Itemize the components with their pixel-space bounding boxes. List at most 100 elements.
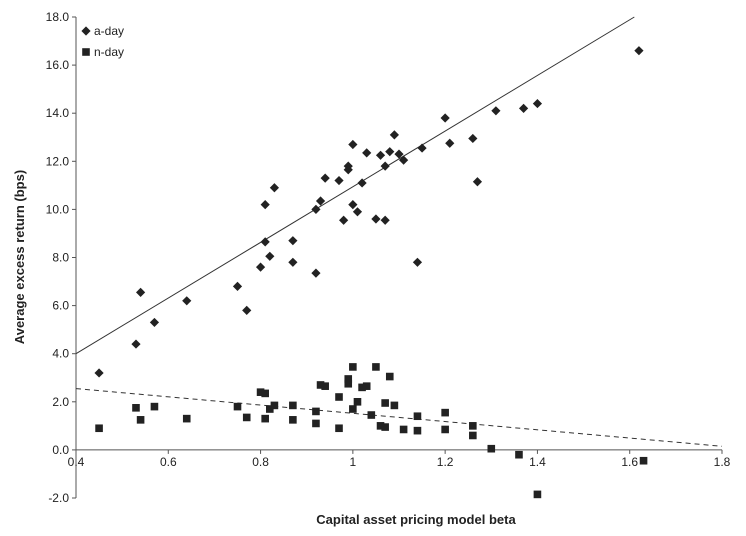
y-tick-label: 2.0 bbox=[52, 395, 69, 409]
point-a-day bbox=[412, 257, 423, 267]
point-a-day bbox=[348, 199, 358, 210]
point-n-day bbox=[266, 405, 274, 413]
legend-marker-n-day bbox=[82, 48, 90, 56]
x-tick-label: 0.6 bbox=[160, 455, 177, 469]
point-a-day bbox=[472, 177, 483, 187]
point-n-day bbox=[321, 382, 329, 390]
point-n-day bbox=[316, 381, 325, 389]
x-tick-label: 1.2 bbox=[437, 455, 454, 469]
point-n-day bbox=[413, 412, 422, 421]
legend: a-day n-day bbox=[81, 24, 124, 59]
point-n-day bbox=[399, 425, 408, 434]
point-n-day bbox=[639, 456, 648, 465]
y-axis-title: Average excess return (bps) bbox=[12, 170, 27, 344]
point-a-day bbox=[348, 139, 358, 150]
point-a-day bbox=[394, 149, 404, 159]
y-tick-label: 6.0 bbox=[52, 299, 69, 313]
point-a-day bbox=[352, 207, 363, 217]
y-tick-label: 12.0 bbox=[46, 154, 70, 168]
trendline-n-day bbox=[75, 388, 723, 447]
point-a-day bbox=[518, 103, 529, 113]
point-n-day bbox=[381, 399, 389, 407]
point-n-day bbox=[136, 416, 145, 424]
point-a-day bbox=[242, 305, 252, 316]
x-axis-title: Capital asset pricing model beta bbox=[316, 512, 516, 527]
point-n-day bbox=[358, 383, 366, 392]
point-a-day bbox=[362, 148, 372, 158]
point-a-day bbox=[343, 165, 353, 175]
point-n-day bbox=[469, 431, 477, 440]
series-layer bbox=[75, 16, 723, 499]
y-tick-label: 4.0 bbox=[52, 347, 69, 361]
point-a-day bbox=[417, 143, 427, 153]
point-a-day bbox=[131, 339, 141, 349]
point-n-day bbox=[312, 407, 320, 416]
point-a-day bbox=[440, 113, 450, 123]
axes: -2.0 0.0 2.0 4.0 6.0 8.0 10.0 12.0 14.0 16.0 18.0 0… bbox=[46, 10, 731, 505]
point-a-day bbox=[389, 130, 399, 140]
point-n-day bbox=[469, 422, 477, 430]
point-a-day bbox=[380, 215, 390, 225]
y-tick-label: 16.0 bbox=[46, 58, 70, 72]
point-n-day bbox=[95, 424, 103, 433]
point-n-day bbox=[376, 422, 385, 430]
point-a-day bbox=[94, 368, 104, 378]
point-n-day bbox=[344, 379, 353, 388]
point-n-day bbox=[349, 363, 357, 371]
point-n-day bbox=[289, 416, 297, 424]
point-n-day bbox=[385, 372, 394, 381]
point-a-day bbox=[288, 236, 298, 246]
point-n-day bbox=[353, 398, 362, 406]
point-n-day bbox=[390, 401, 399, 410]
point-n-day bbox=[515, 450, 523, 459]
point-a-day bbox=[491, 106, 501, 116]
point-n-day bbox=[372, 363, 380, 371]
x-tick-label: 1.8 bbox=[714, 455, 731, 469]
point-n-day bbox=[533, 490, 542, 499]
point-a-day bbox=[339, 215, 349, 225]
point-a-day bbox=[269, 183, 280, 193]
point-n-day bbox=[242, 413, 251, 422]
point-n-day bbox=[182, 414, 191, 423]
point-a-day bbox=[375, 150, 386, 160]
point-n-day bbox=[289, 401, 297, 410]
point-a-day bbox=[357, 178, 367, 188]
point-n-day bbox=[150, 402, 159, 411]
point-n-day bbox=[441, 425, 449, 434]
point-a-day bbox=[255, 262, 266, 272]
point-n-day bbox=[335, 393, 343, 401]
point-a-day bbox=[288, 257, 298, 267]
point-n-day bbox=[256, 388, 265, 396]
x-tick-label: 1.4 bbox=[529, 455, 546, 469]
point-a-day bbox=[311, 268, 321, 278]
legend-label-a-day: a-day bbox=[94, 24, 124, 38]
trendline-a-day bbox=[75, 16, 635, 355]
y-tick-label: 0.0 bbox=[52, 443, 69, 457]
point-a-day bbox=[182, 296, 192, 306]
point-n-day bbox=[270, 401, 279, 410]
point-n-day bbox=[132, 404, 140, 412]
point-n-day bbox=[344, 375, 353, 383]
legend-label-n-day: n-day bbox=[94, 45, 124, 59]
point-a-day bbox=[334, 175, 344, 186]
point-n-day bbox=[367, 411, 376, 419]
series-n-day bbox=[75, 363, 723, 499]
point-a-day bbox=[380, 161, 390, 171]
point-a-day bbox=[399, 155, 409, 165]
point-n-day bbox=[362, 382, 371, 390]
point-a-day bbox=[260, 199, 270, 210]
point-n-day bbox=[413, 426, 422, 435]
point-a-day bbox=[265, 251, 275, 261]
point-n-day bbox=[441, 408, 449, 417]
point-a-day bbox=[445, 138, 455, 148]
y-tick-label: 8.0 bbox=[52, 251, 69, 265]
y-tick-label: -2.0 bbox=[48, 491, 69, 505]
point-a-day bbox=[320, 173, 330, 183]
point-a-day bbox=[149, 317, 160, 328]
x-tick-label: 1.6 bbox=[621, 455, 638, 469]
y-tick-label: 18.0 bbox=[46, 10, 70, 24]
y-tick-label: 10.0 bbox=[46, 202, 70, 216]
point-n-day bbox=[381, 423, 389, 431]
point-a-day bbox=[315, 196, 326, 206]
point-a-day bbox=[385, 147, 395, 157]
